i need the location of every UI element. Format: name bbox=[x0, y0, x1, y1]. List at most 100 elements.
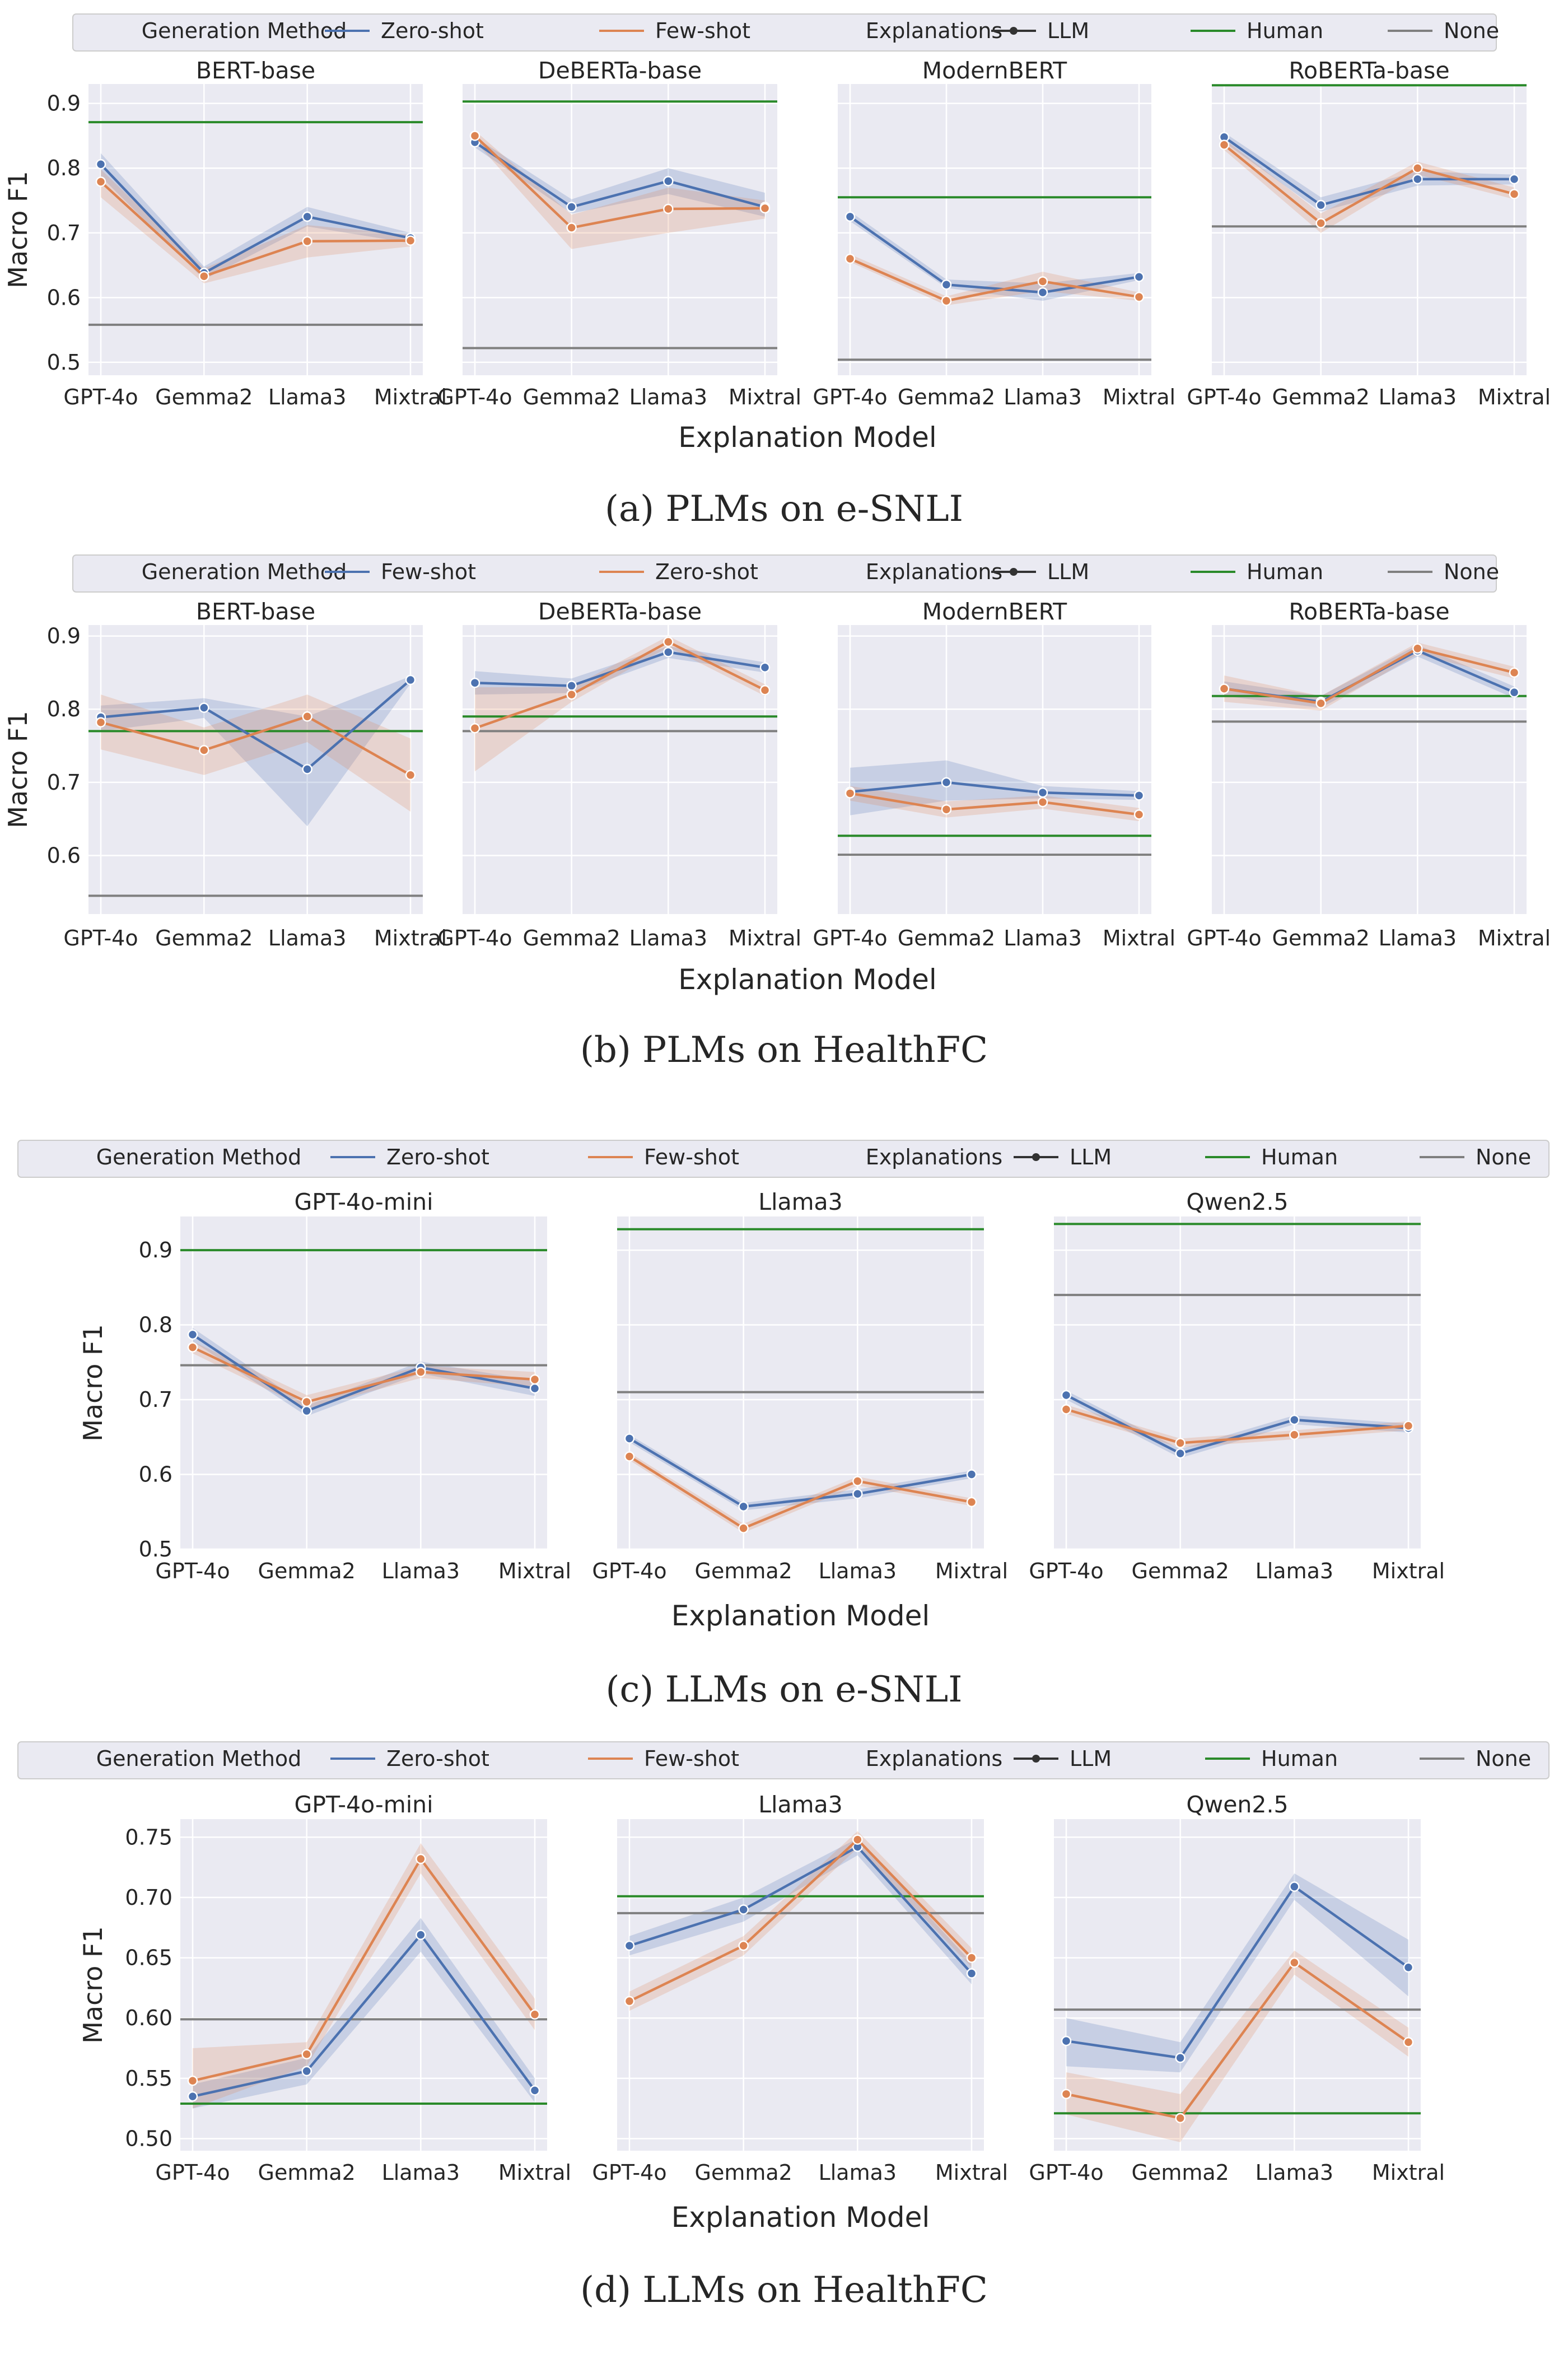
panel-deberta-base: DeBERTa-base GPT-4o Gemma2 Llama3 Mixtral bbox=[437, 598, 801, 950]
x-axis-label: Explanation Model bbox=[671, 1600, 930, 1632]
legend-marker-llm bbox=[1010, 568, 1018, 576]
legend-label-zero-shot: Zero-shot bbox=[386, 1746, 489, 1771]
ci-band-few-shot bbox=[850, 254, 1139, 306]
series-line-zero-shot bbox=[1065, 1394, 1409, 1455]
x-tick-label: GPT-4o bbox=[63, 926, 138, 950]
panel-background bbox=[1212, 84, 1527, 375]
x-tick-label: Llama3 bbox=[382, 1559, 460, 1583]
x-tick-label: Llama3 bbox=[268, 385, 347, 409]
panel-qwen2-5: Qwen2.5 GPT-4o Gemma2 Llama3 Mixtral bbox=[1029, 1188, 1445, 1583]
x-tick-label: Gemma2 bbox=[695, 2160, 792, 2185]
x-axis-label: Explanation Model bbox=[671, 2201, 930, 2234]
x-tick-label: Gemma2 bbox=[258, 1559, 356, 1583]
y-tick-label: 0.50 bbox=[125, 2126, 172, 2151]
x-tick-label: GPT-4o bbox=[437, 926, 512, 950]
x-axis-label: Explanation Model bbox=[678, 963, 937, 996]
data-point-zero-shot bbox=[199, 745, 209, 756]
legend-marker-llm bbox=[1032, 1153, 1040, 1161]
series-line-zero-shot bbox=[1223, 136, 1514, 207]
series-line-zero-shot bbox=[192, 1334, 535, 1413]
series-line-few-shot bbox=[1223, 143, 1515, 225]
figure-c: Generation Method Zero-shot Few-shot Explan… bbox=[17, 1140, 1550, 1710]
x-tick-label: GPT-4o bbox=[63, 385, 138, 409]
x-tick-label: Mixtral bbox=[1372, 1559, 1445, 1583]
legend-label-few-shot: Few-shot bbox=[381, 560, 476, 584]
ci-band-zero-shot bbox=[629, 1434, 972, 1511]
series-line-zero-shot bbox=[628, 1437, 972, 1508]
ci-band-zero-shot bbox=[629, 1838, 972, 1984]
data-point-few-shot bbox=[1133, 790, 1145, 801]
series-line-few-shot bbox=[850, 257, 1140, 302]
data-point-zero-shot bbox=[1133, 809, 1145, 820]
data-point-few-shot bbox=[663, 647, 674, 658]
y-tick-label: 0.9 bbox=[47, 91, 81, 116]
y-tick-label: 0.75 bbox=[125, 1825, 172, 1849]
x-tick-label: GPT-4o bbox=[1187, 385, 1261, 409]
ci-band-few-shot bbox=[101, 676, 410, 827]
series-line-zero-shot bbox=[1224, 647, 1515, 705]
data-point-few-shot bbox=[1061, 1404, 1072, 1415]
y-tick-label: 0.8 bbox=[47, 156, 81, 180]
x-tick-label: Mixtral bbox=[935, 1559, 1008, 1583]
data-point-few-shot bbox=[759, 662, 771, 673]
ci-band-zero-shot bbox=[1224, 132, 1514, 212]
x-tick-label: Gemma2 bbox=[898, 926, 995, 950]
x-tick-label: Mixtral bbox=[729, 385, 801, 409]
series-line-few-shot bbox=[192, 1346, 535, 1404]
legend-label-zero-shot: Zero-shot bbox=[655, 560, 758, 584]
data-point-few-shot bbox=[966, 1497, 977, 1508]
series-line-few-shot bbox=[192, 1856, 536, 2082]
figure-d: Generation Method Zero-shot Few-shot Explan… bbox=[17, 1741, 1550, 2311]
legend-label-human: Human bbox=[1261, 1746, 1338, 1771]
series-line-zero-shot bbox=[849, 216, 1140, 294]
data-point-few-shot bbox=[1412, 162, 1423, 174]
data-point-zero-shot bbox=[738, 1904, 749, 1915]
legend-label-human: Human bbox=[1247, 18, 1323, 43]
y-tick-label: 0.9 bbox=[139, 1238, 172, 1262]
legend-marker-llm bbox=[1010, 27, 1018, 35]
data-point-zero-shot bbox=[1412, 174, 1423, 185]
panel-background bbox=[463, 84, 777, 375]
x-tick-label: Llama3 bbox=[629, 385, 708, 409]
y-tick-label: 0.5 bbox=[139, 1537, 172, 1561]
panel-title: Llama3 bbox=[758, 1188, 843, 1215]
panel-bert-base: BERT-base GPT-4o Gemma2 Llama3 Mixtral 0.5 0.6… bbox=[47, 57, 447, 409]
x-tick-label: Gemma2 bbox=[523, 385, 620, 409]
figure-caption: (a) PLMs on e-SNLI bbox=[605, 488, 963, 530]
y-tick-label: 0.70 bbox=[125, 1885, 172, 1910]
data-point-zero-shot bbox=[95, 159, 106, 170]
x-tick-label: Llama3 bbox=[382, 2160, 460, 2185]
y-tick-label: 0.6 bbox=[47, 285, 81, 310]
data-point-zero-shot bbox=[405, 770, 416, 781]
panel-background bbox=[1054, 1819, 1421, 2151]
data-point-zero-shot bbox=[469, 722, 480, 734]
x-tick-label: Gemma2 bbox=[1272, 926, 1370, 950]
panel-background bbox=[180, 1216, 547, 1549]
x-tick-label: Mixtral bbox=[1103, 926, 1175, 950]
y-tick-label: 0.65 bbox=[125, 1946, 172, 1970]
data-point-zero-shot bbox=[1289, 1881, 1300, 1892]
data-point-few-shot bbox=[852, 1834, 863, 1845]
x-tick-label: Gemma2 bbox=[155, 926, 253, 950]
panel-llama3: Llama3 GPT-4o Gemma2 Llama3 Mixtral bbox=[592, 1791, 1008, 2185]
x-tick-label: Llama3 bbox=[268, 926, 347, 950]
data-point-zero-shot bbox=[663, 636, 674, 647]
data-point-few-shot bbox=[95, 176, 106, 187]
figure-b: Generation Method Few-shot Zero-shot Explan… bbox=[3, 554, 1551, 1071]
data-point-zero-shot bbox=[95, 717, 106, 728]
legend-label-none: None bbox=[1444, 560, 1499, 584]
data-point-zero-shot bbox=[1509, 667, 1520, 678]
data-point-zero-shot bbox=[1037, 796, 1048, 808]
y-tick-label: 0.9 bbox=[47, 624, 81, 649]
panel-background bbox=[180, 1819, 547, 2151]
data-point-zero-shot bbox=[663, 176, 674, 187]
data-point-zero-shot bbox=[529, 1383, 540, 1394]
legend-box bbox=[17, 1140, 1550, 1178]
panel-roberta-base: RoBERTa-base GPT-4o Gemma2 Llama3 Mixtral bbox=[1187, 598, 1551, 950]
series-line-few-shot bbox=[628, 1455, 972, 1530]
data-point-few-shot bbox=[852, 1476, 863, 1486]
data-point-zero-shot bbox=[1509, 174, 1520, 185]
